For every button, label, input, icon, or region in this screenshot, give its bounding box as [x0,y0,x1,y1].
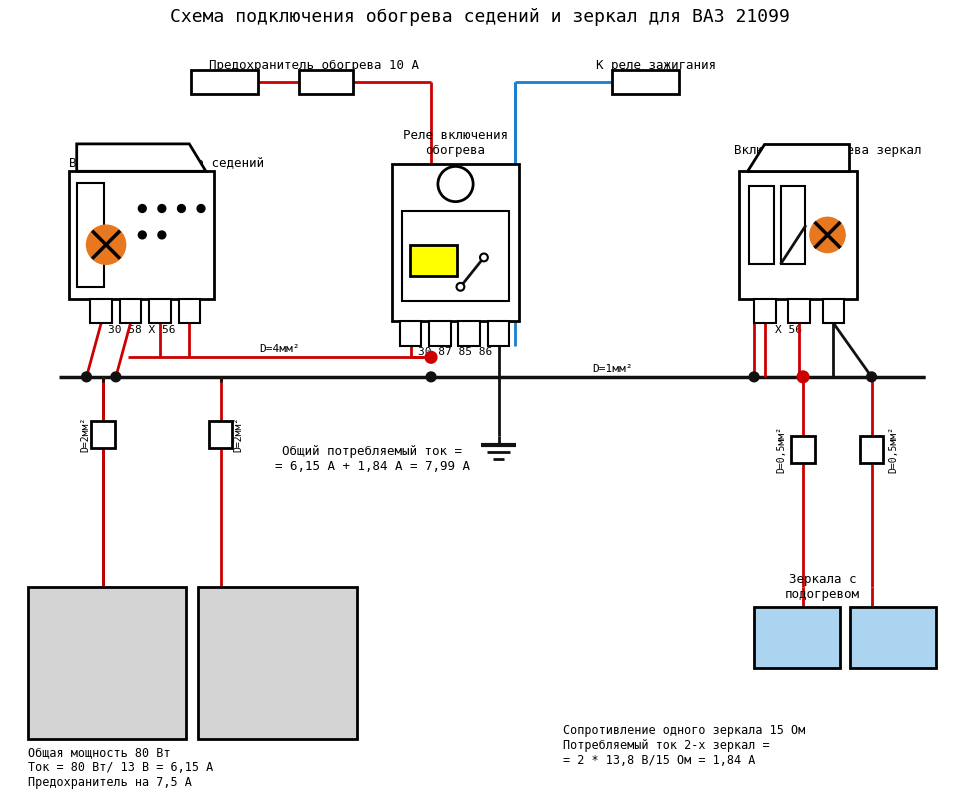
Text: Включение обогрева седений: Включение обогрева седений [69,157,264,170]
Circle shape [438,166,473,201]
Circle shape [82,372,91,382]
Circle shape [867,372,876,382]
Text: D=2мм²: D=2мм² [81,417,90,452]
Bar [91,421,115,448]
Text: Схема подключения обогрева седений и зеркал для ВАЗ 21099: Схема подключения обогрева седений и зер… [170,8,790,25]
Bar [90,298,112,323]
Bar [209,421,232,448]
Polygon shape [747,144,849,171]
Text: 30 87 85 86: 30 87 85 86 [419,348,492,357]
Bar [401,212,510,302]
Bar [749,186,774,264]
Circle shape [86,225,126,264]
Circle shape [426,372,436,382]
Text: Общий потребляемый ток =
= 6,15 А + 1,84 А = 7,99 А: Общий потребляемый ток = = 6,15 А + 1,84… [275,446,469,474]
Bar [860,435,883,463]
Bar [149,298,171,323]
Text: D=2мм²: D=2мм² [233,417,243,452]
Text: X 56: X 56 [775,325,802,335]
Polygon shape [77,144,205,171]
Bar [459,321,480,345]
Bar [850,607,936,668]
Bar [392,165,519,321]
Bar [410,244,457,276]
Bar [77,183,104,287]
Circle shape [810,217,845,252]
Circle shape [749,372,759,382]
Text: 8 X4: 8 X4 [631,76,660,88]
Bar [488,321,510,345]
Text: Подогрев сиденья
переднего пассажира
Грелка ЕМЕЛЯ 2
40 Вт: Подогрев сиденья переднего пассажира Гре… [206,605,348,663]
Bar [755,607,840,668]
Text: D=4мм²: D=4мм² [419,185,428,226]
Text: Включение обогрева зеркал: Включение обогрева зеркал [733,143,922,157]
Circle shape [480,254,488,261]
Circle shape [457,283,465,291]
Text: D=1мм²: D=1мм² [592,364,633,374]
Circle shape [797,371,809,383]
Circle shape [158,205,166,213]
Circle shape [425,351,437,363]
Circle shape [158,231,166,239]
Text: Предохранитель обогрева 10 А: Предохранитель обогрева 10 А [208,59,419,72]
Circle shape [178,205,185,213]
Text: D=0,5мм²: D=0,5мм² [888,426,899,473]
Text: 30 58 X 56: 30 58 X 56 [108,325,175,335]
Bar [69,171,214,298]
Circle shape [138,231,146,239]
Bar [755,298,776,323]
Bar [823,298,844,323]
Bar [28,587,186,739]
Bar [612,71,679,94]
Bar [179,298,200,323]
Circle shape [197,205,204,213]
Text: К реле зажигания: К реле зажигания [596,59,716,72]
Text: Реле включения
обогрева: Реле включения обогрева [403,129,508,157]
Text: Зеркала с
подогревом: Зеркала с подогревом [785,572,860,601]
Bar [429,321,450,345]
Bar [780,186,805,264]
Text: D=4мм²: D=4мм² [259,345,300,354]
Text: Сопротивление одного зеркала 15 Ом
Потребляемый ток 2-х зеркал =
= 2 * 13,8 В/15: Сопротивление одного зеркала 15 Ом Потре… [564,724,805,767]
Bar [399,321,421,345]
Bar [788,298,810,323]
Bar [198,587,357,739]
Circle shape [111,372,121,382]
Bar [739,171,857,298]
Bar [791,435,815,463]
Text: Подогрев сиденья
водителя
Грелка ЕМЕЛЯ 2
40 Вт: Подогрев сиденья водителя Грелка ЕМЕЛЯ 2… [47,605,167,663]
Text: D=0,5мм²: D=0,5мм² [777,426,786,473]
Bar [191,71,258,94]
Circle shape [138,205,146,213]
Text: 7 X1: 7 X1 [209,76,239,88]
Bar [120,298,141,323]
Bar [299,71,352,94]
Text: Общая мощность 80 Вт
Ток = 80 Вт/ 13 В = 6,15 А
Предохранитель на 7,5 А: Общая мощность 80 Вт Ток = 80 Вт/ 13 В =… [28,746,213,789]
